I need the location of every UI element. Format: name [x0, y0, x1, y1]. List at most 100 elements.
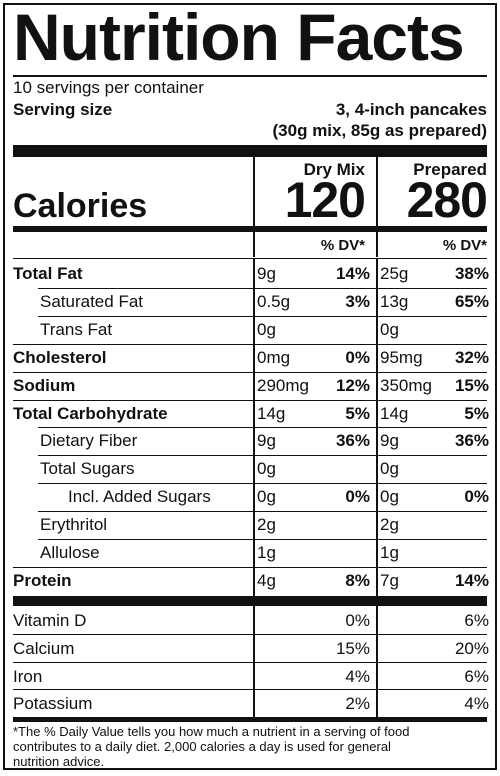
prepared-dv: 32%: [454, 347, 489, 367]
dry-mix-header: Dry Mix: [303, 160, 365, 179]
prepared-dv: 4%: [464, 694, 489, 714]
row-divider: [13, 689, 487, 691]
row-divider: [38, 427, 487, 429]
nutrition-facts-label: Nutrition Facts 10 servings per containe…: [3, 0, 497, 770]
row-divider: [13, 661, 487, 663]
vitamin-name: Vitamin D: [13, 611, 87, 630]
vitamin-row: Iron 4% 6%: [5, 662, 495, 690]
prepared-dv-header: % DV*: [442, 237, 487, 254]
nutrient-name: Sodium: [13, 375, 76, 395]
dry-mix-calories: 120: [284, 172, 366, 228]
vitamin-col-sep-2: [376, 606, 378, 717]
prepared-amount: 95mg: [380, 347, 423, 367]
row-divider: [13, 371, 487, 373]
nutrient-row: Total Fat 9g 14% 25g 38%: [5, 260, 495, 288]
row-divider: [38, 511, 487, 513]
nutrient-col-sep-2: [376, 258, 378, 596]
calories-divider: [13, 226, 487, 232]
nutrient-row: Cholesterol 0mg 0% 95mg 32%: [5, 344, 495, 372]
prepared-dv: 6%: [464, 666, 489, 686]
nutrient-row: Erythritol 2g 2g: [5, 511, 495, 539]
prepared-amount: 7g: [380, 570, 399, 590]
prepared-amount: 0g: [380, 319, 399, 339]
dry-mix-dv: 3%: [345, 291, 370, 311]
nutrient-name: Total Sugars: [40, 459, 135, 479]
row-divider: [13, 343, 487, 345]
vitamin-name: Iron: [13, 666, 43, 686]
nutrient-row: Saturated Fat 0.5g 3% 13g 65%: [5, 288, 495, 316]
prepared-dv: 14%: [454, 570, 489, 590]
nutrient-row: Sodium 290mg 12% 350mg 15%: [5, 372, 495, 400]
nutrient-name: Trans Fat: [40, 319, 113, 339]
prepared-dv: 36%: [454, 431, 489, 451]
vitamin-name: Potassium: [13, 694, 93, 714]
footnote-divider: [13, 717, 487, 722]
nutrient-name: Allulose: [40, 543, 100, 562]
dv-header-divider: [13, 258, 487, 259]
nutrient-name: Erythritol: [40, 515, 108, 535]
prepared-amount: 13g: [380, 291, 409, 311]
nutrient-name: Total Carbohydrate: [13, 403, 168, 423]
dry-mix-dv: 0%: [345, 487, 370, 507]
row-divider: [13, 566, 487, 568]
prepared-amount: 14g: [380, 403, 409, 423]
nutrient-name: Dietary Fiber: [40, 431, 138, 451]
prepared-dv: 15%: [454, 375, 489, 395]
nutrient-row: Dietary Fiber 9g 36% 9g 36%: [5, 427, 495, 455]
nutrient-row: Protein 4g 8% 7g 14%: [5, 567, 495, 595]
nutrient-divider-thick: [13, 596, 487, 606]
nutrient-row: Allulose 1g 1g: [5, 539, 495, 567]
row-divider: [38, 455, 487, 457]
row-divider: [38, 315, 487, 317]
row-divider: [38, 287, 487, 289]
footnote-line3: nutrition advice.: [13, 754, 105, 769]
dry-mix-amount: 0g: [257, 319, 276, 339]
vitamin-row: Calcium 15% 20%: [5, 634, 495, 662]
nutrient-name: Protein: [13, 570, 72, 590]
footnote-line2: contributes to a daily diet. 2,000 calor…: [13, 739, 391, 754]
dry-mix-dv: 4%: [345, 666, 370, 686]
prepared-calories: 280: [406, 172, 488, 228]
prepared-dv: 5%: [464, 403, 489, 423]
dry-mix-dv: 0%: [345, 611, 370, 630]
prepared-amount: 350mg: [380, 375, 432, 395]
prepared-amount: 0g: [380, 459, 399, 479]
prepared-dv: 6%: [464, 611, 489, 630]
dry-mix-dv: 14%: [335, 264, 370, 283]
prepared-amount: 1g: [380, 543, 399, 562]
serving-divider-thick: [13, 145, 487, 157]
nutrient-name: Saturated Fat: [40, 291, 144, 311]
prepared-amount: 0g: [380, 487, 399, 507]
nutrient-row: Total Carbohydrate 14g 5% 14g 5%: [5, 400, 495, 428]
dry-mix-amount: 9g: [257, 431, 276, 451]
dry-mix-amount: 4g: [257, 570, 276, 590]
servings-per-container: 10 servings per container: [13, 78, 204, 97]
prepared-dv: 20%: [454, 638, 489, 658]
prepared-dv: 0%: [464, 487, 489, 507]
vitamin-row: Potassium 2% 4%: [5, 689, 495, 717]
nutrient-row: Total Sugars 0g 0g: [5, 455, 495, 483]
vitamin-row: Vitamin D 0% 6%: [5, 606, 495, 634]
row-divider: [13, 633, 487, 635]
prepared-amount: 2g: [380, 515, 399, 535]
nutrient-row: Trans Fat 0g 0g: [5, 316, 495, 344]
dry-mix-dv: 36%: [335, 431, 370, 451]
prepared-amount: 9g: [380, 431, 399, 451]
nutrient-name: Total Fat: [13, 264, 83, 283]
dry-mix-amount: 0.5g: [257, 291, 291, 311]
dry-mix-dv: 8%: [345, 570, 370, 590]
nutrient-name: Cholesterol: [13, 347, 107, 367]
dry-mix-amount: 14g: [257, 403, 286, 423]
dry-mix-amount: 0g: [257, 487, 276, 507]
footnote-line1: *The % Daily Value tells you how much a …: [13, 724, 410, 739]
dry-mix-dv: 0%: [345, 347, 370, 367]
prepared-dv: 65%: [454, 291, 489, 311]
prepared-dv: 38%: [454, 264, 489, 283]
nutrient-col-sep-1: [253, 258, 255, 596]
dry-mix-dv: 2%: [345, 694, 370, 714]
vitamin-col-sep-1: [253, 606, 255, 717]
dry-mix-amount: 2g: [257, 515, 276, 535]
prepared-amount: 25g: [380, 264, 409, 283]
dry-mix-dv: 15%: [335, 638, 370, 658]
header-col-sep-2: [376, 157, 378, 257]
